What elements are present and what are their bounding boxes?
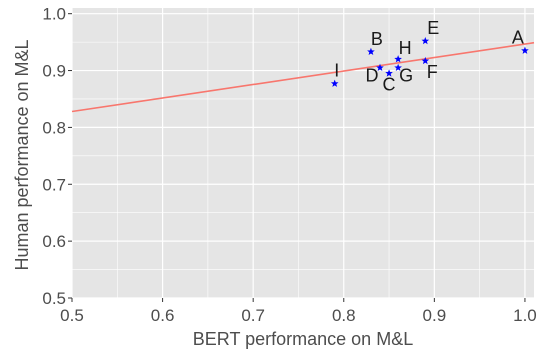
trend-line-group xyxy=(71,41,535,113)
point-label-b: B xyxy=(371,29,383,49)
x-axis-title: BERT performance on M&L xyxy=(193,329,413,349)
x-tick-label: 0.5 xyxy=(60,306,84,325)
data-point-a xyxy=(521,46,529,54)
data-point-i xyxy=(330,79,339,87)
point-label-a: A xyxy=(512,28,524,48)
trend-line xyxy=(71,41,535,113)
data-point-h xyxy=(394,55,402,63)
data-point-g xyxy=(394,63,402,71)
y-tick-label: 0.8 xyxy=(42,118,66,137)
point-label-g: G xyxy=(399,66,413,86)
x-tick-label: 0.7 xyxy=(241,306,265,325)
data-point-e xyxy=(421,36,430,45)
data-point-f xyxy=(421,56,430,65)
point-label-d: D xyxy=(366,66,379,86)
x-tick-label: 0.9 xyxy=(423,306,447,325)
data-point-d xyxy=(376,63,384,71)
point-label-i: I xyxy=(334,61,339,81)
y-tick-label: 0.7 xyxy=(42,175,66,194)
y-axis-title: Human performance on M&L xyxy=(12,39,32,270)
x-tick-label: 0.8 xyxy=(332,306,356,325)
y-tick-label: 1.0 xyxy=(42,5,66,24)
data-point-b xyxy=(367,47,375,56)
plot-panel xyxy=(72,8,534,298)
axis-ticks: 0.5 0.6 0.7 0.8 0.9 1.0 0.5 0.6 0.7 0.8 0.9 1.0 xyxy=(42,5,536,325)
x-tick-label: 0.6 xyxy=(151,306,175,325)
point-label-c: C xyxy=(383,74,396,94)
point-label-f: F xyxy=(427,62,438,82)
x-tick-label: 1.0 xyxy=(513,306,537,325)
y-tick-label: 0.5 xyxy=(42,289,66,308)
grid-lines xyxy=(71,8,534,299)
y-tick-label: 0.6 xyxy=(42,232,66,251)
point-label-h: H xyxy=(399,38,412,58)
point-label-e: E xyxy=(427,18,439,38)
y-tick-label: 0.9 xyxy=(42,62,66,81)
data-points: A B CD E FGH I xyxy=(330,18,529,94)
data-point-c xyxy=(385,69,393,77)
